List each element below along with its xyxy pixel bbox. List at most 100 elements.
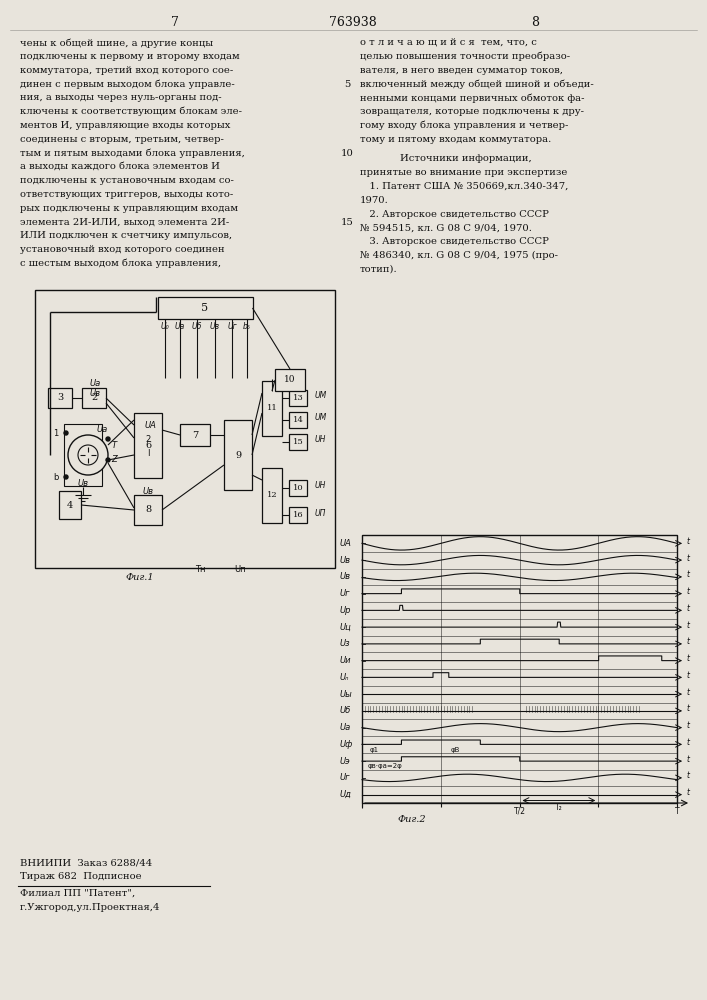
Text: зовращателя, которые подключены к дру-: зовращателя, которые подключены к дру- xyxy=(360,107,584,116)
Text: ключены к соответствующим блокам эле-: ключены к соответствующим блокам эле- xyxy=(20,107,242,116)
Text: подключены к установочным входам со-: подключены к установочным входам со- xyxy=(20,176,234,185)
Text: t: t xyxy=(687,671,690,680)
Text: 15: 15 xyxy=(341,218,354,227)
Text: t: t xyxy=(687,587,690,596)
Text: Uр: Uр xyxy=(340,606,351,615)
Circle shape xyxy=(68,435,108,475)
Text: с шестым выходом блока управления,: с шестым выходом блока управления, xyxy=(20,259,221,268)
Text: UН: UН xyxy=(315,436,327,444)
Bar xyxy=(289,507,307,523)
Text: 2. Авторское свидетельство СССР: 2. Авторское свидетельство СССР xyxy=(360,210,549,219)
Text: t: t xyxy=(687,621,690,630)
Bar xyxy=(35,290,335,568)
Text: гому входу блока управления и четвер-: гому входу блока управления и четвер- xyxy=(360,121,568,130)
Text: Тираж 682  Подписное: Тираж 682 Подписное xyxy=(20,872,141,881)
Bar xyxy=(289,412,307,428)
Text: ния, а выходы через нуль-органы под-: ния, а выходы через нуль-органы под- xyxy=(20,93,221,102)
Text: ментов И, управляющие входы которых: ментов И, управляющие входы которых xyxy=(20,121,230,130)
Text: φ1: φ1 xyxy=(370,747,379,753)
Text: 1. Патент США № 350669,кл.340-347,: 1. Патент США № 350669,кл.340-347, xyxy=(360,182,568,191)
Text: 763938: 763938 xyxy=(329,15,377,28)
Text: Uи: Uи xyxy=(340,656,351,665)
Text: Uв: Uв xyxy=(210,322,220,331)
Text: 3: 3 xyxy=(57,393,63,402)
Text: Uд: Uд xyxy=(340,790,352,799)
Text: Uц: Uц xyxy=(340,623,352,632)
Text: чены к общей шине, а другие концы: чены к общей шине, а другие концы xyxy=(20,38,213,47)
Text: Uз: Uз xyxy=(340,639,351,648)
Circle shape xyxy=(78,445,98,465)
Text: 5: 5 xyxy=(344,80,350,89)
Text: Uг: Uг xyxy=(227,322,237,331)
Text: целью повышения точности преобразо-: целью повышения точности преобразо- xyxy=(360,52,570,61)
Text: 7: 7 xyxy=(171,15,179,28)
Text: принятые во внимание при экспертизе: принятые во внимание при экспертизе xyxy=(360,168,568,177)
Text: Uа: Uа xyxy=(340,723,351,732)
Text: UА: UА xyxy=(144,420,156,430)
Text: 10: 10 xyxy=(293,484,303,492)
Bar xyxy=(82,388,106,408)
Text: 14: 14 xyxy=(293,416,303,424)
Text: t: t xyxy=(687,721,690,730)
Text: ненными концами первичных обмоток фа-: ненными концами первичных обмоток фа- xyxy=(360,93,585,103)
Bar xyxy=(48,388,72,408)
Text: Uа: Uа xyxy=(96,426,107,434)
Text: Uг: Uг xyxy=(340,773,351,782)
Text: t: t xyxy=(687,604,690,613)
Text: t: t xyxy=(687,570,690,579)
Circle shape xyxy=(64,431,68,435)
Text: φв·φа=2φ: φв·φа=2φ xyxy=(368,763,403,769)
Text: установочный вход которого соединен: установочный вход которого соединен xyxy=(20,245,225,254)
Bar xyxy=(362,535,677,803)
Text: соединены с вторым, третьим, четвер-: соединены с вторым, третьим, четвер- xyxy=(20,135,224,144)
Text: коммутатора, третий вход которого сое-: коммутатора, третий вход которого сое- xyxy=(20,66,233,75)
Text: Фиг.1: Фиг.1 xyxy=(126,573,154,582)
Text: Uₙ: Uₙ xyxy=(340,673,349,682)
Text: φВ: φВ xyxy=(450,747,460,753)
Text: t: t xyxy=(687,537,690,546)
Text: Филиал ПП "Патент",: Филиал ПП "Патент", xyxy=(20,889,135,898)
Text: 8: 8 xyxy=(145,506,151,514)
Text: Uв: Uв xyxy=(78,479,88,488)
Text: Uг: Uг xyxy=(340,589,351,598)
Text: t: t xyxy=(687,755,690,764)
Text: 2: 2 xyxy=(146,436,151,444)
Text: Uб: Uб xyxy=(340,706,351,715)
Text: Uв: Uв xyxy=(143,488,153,496)
Text: Uп: Uп xyxy=(234,565,246,574)
Circle shape xyxy=(106,458,110,462)
Text: 9: 9 xyxy=(235,450,241,460)
Text: 5: 5 xyxy=(201,303,209,313)
Bar xyxy=(59,491,81,519)
Text: UМ: UМ xyxy=(315,414,327,422)
Bar xyxy=(134,412,162,478)
Text: Uа: Uа xyxy=(175,322,185,331)
Circle shape xyxy=(64,475,68,479)
Text: I: I xyxy=(147,448,149,458)
Text: 8: 8 xyxy=(531,15,539,28)
Text: 11: 11 xyxy=(267,404,277,412)
Text: b: b xyxy=(53,473,59,482)
Text: 4: 4 xyxy=(67,500,73,510)
Text: Фиг.2: Фиг.2 xyxy=(397,815,426,824)
Bar xyxy=(262,468,282,522)
Text: UН: UН xyxy=(315,482,327,490)
Text: U₀: U₀ xyxy=(160,322,169,331)
Text: тым и пятым выходами блока управления,: тым и пятым выходами блока управления, xyxy=(20,148,245,158)
Bar xyxy=(224,420,252,490)
Text: № 486340, кл. G 08 C 9/04, 1975 (про-: № 486340, кл. G 08 C 9/04, 1975 (про- xyxy=(360,251,558,260)
Text: включенный между общей шиной и объеди-: включенный между общей шиной и объеди- xyxy=(360,79,594,89)
Text: t: t xyxy=(687,637,690,646)
Text: T: T xyxy=(112,440,117,450)
Text: 1: 1 xyxy=(53,428,59,438)
Text: тотип).: тотип). xyxy=(360,265,397,274)
Text: b₅: b₅ xyxy=(243,322,251,331)
Text: г.Ужгород,ул.Проектная,4: г.Ужгород,ул.Проектная,4 xyxy=(20,903,160,912)
Text: Uы: Uы xyxy=(340,690,353,699)
Text: вателя, в него введен сумматор токов,: вателя, в него введен сумматор токов, xyxy=(360,66,563,75)
Text: 10: 10 xyxy=(341,149,354,158)
Text: Z: Z xyxy=(111,456,117,464)
Text: UМ: UМ xyxy=(315,391,327,400)
Text: а выходы каждого блока элементов И: а выходы каждого блока элементов И xyxy=(20,162,220,171)
Bar xyxy=(262,380,282,436)
